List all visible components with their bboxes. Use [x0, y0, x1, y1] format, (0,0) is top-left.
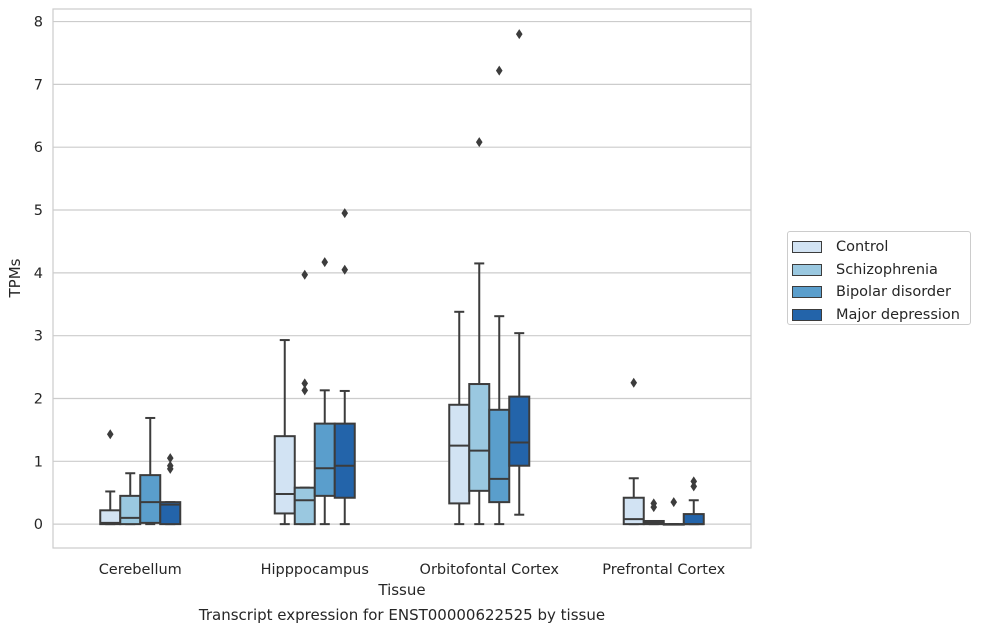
y-tick-label: 8: [34, 15, 43, 31]
outlier-point: [301, 269, 309, 280]
outlier-point: [106, 429, 114, 440]
x-tick-labels: Cerebellum Hipppocampus Orbitofontal Corte…: [99, 562, 726, 578]
box: [682, 513, 705, 526]
box: [488, 408, 511, 504]
outlier-point: [301, 378, 309, 389]
outlier-point: [650, 498, 658, 509]
outlier-point: [341, 264, 349, 275]
outlier-point: [341, 208, 349, 219]
outlier-point: [301, 385, 309, 396]
legend-item-major-depression: Major depression: [792, 304, 970, 327]
box: [333, 422, 356, 499]
legend-item-control: Control: [792, 236, 970, 259]
y-tick-label: 1: [34, 454, 43, 470]
legend-label: Bipolar disorder: [836, 284, 951, 301]
legend-swatch: [792, 263, 822, 276]
outlier-point: [515, 29, 523, 40]
x-tick-label: Cerebellum: [99, 562, 182, 578]
box: [313, 422, 336, 497]
box: [508, 395, 531, 467]
legend-swatch: [792, 286, 822, 299]
legend-label: Control: [836, 239, 889, 256]
outlier-point: [166, 460, 174, 471]
box: [622, 496, 645, 526]
legend-swatch: [792, 308, 822, 321]
y-tick-label: 5: [34, 203, 43, 219]
y-tick-label: 2: [34, 391, 43, 407]
legend: Control Schizophrenia Bipolar disorder M…: [787, 231, 971, 325]
x-tick-label: Prefrontal Cortex: [602, 562, 725, 578]
y-tick-label: 4: [34, 266, 43, 282]
outlier-point: [690, 476, 698, 487]
legend-swatch: [792, 241, 822, 254]
x-tick-label: Orbitofontal Cortex: [420, 562, 560, 578]
plot-boxes: [99, 29, 705, 526]
outlier-point: [495, 65, 503, 76]
box: [159, 501, 182, 526]
outlier-point: [670, 497, 678, 508]
y-tick-label: 0: [34, 517, 43, 533]
box: [139, 474, 162, 524]
x-tick-label: Hipppocampus: [261, 562, 369, 578]
legend-item-schizophrenia: Schizophrenia: [792, 259, 970, 282]
outlier-point: [630, 377, 638, 388]
x-axis-label: Tissue: [377, 581, 425, 599]
grid-lines: [53, 20, 751, 525]
box: [293, 486, 316, 526]
y-tick-label: 6: [34, 140, 43, 156]
y-axis-label: TPMs: [6, 258, 24, 298]
outlier-point: [166, 453, 174, 464]
plot-frame: [52, 8, 752, 549]
legend-item-bipolar-disorder: Bipolar disorder: [792, 281, 970, 304]
outlier-point: [690, 481, 698, 492]
y-tick-label: 3: [34, 329, 43, 345]
box: [448, 403, 471, 505]
box: [468, 383, 491, 492]
legend-label: Schizophrenia: [836, 261, 938, 278]
outlier-point: [321, 257, 329, 268]
y-tick-labels: 0 1 2 3 4 5 6 7 8: [34, 15, 43, 534]
box: [119, 494, 142, 526]
outlier-point: [475, 137, 483, 148]
box: [273, 435, 296, 515]
figure-caption: Transcript expression for ENST0000062252…: [198, 606, 606, 624]
legend-label: Major depression: [836, 306, 960, 323]
y-tick-label: 7: [34, 77, 43, 93]
